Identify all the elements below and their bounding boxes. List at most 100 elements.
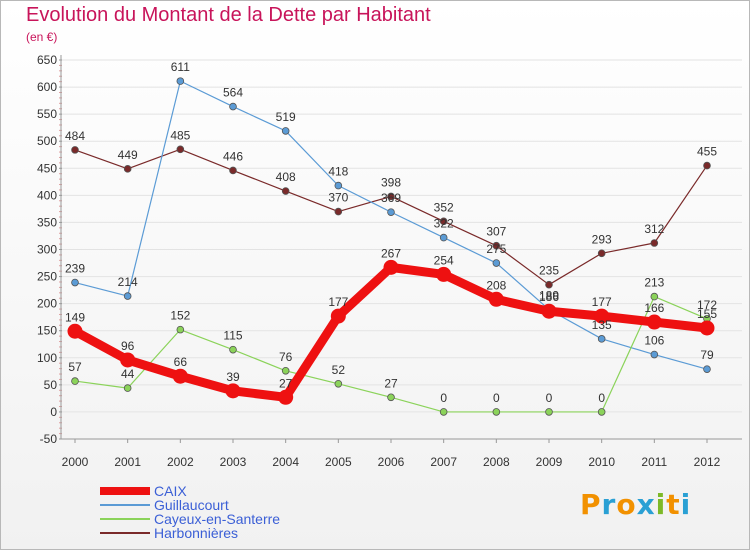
- data-label: 213: [644, 276, 664, 290]
- data-point: [229, 345, 237, 354]
- data-label: 0: [598, 391, 605, 405]
- brand-letter: i: [655, 488, 667, 521]
- brand-logo: Proxiti: [580, 488, 691, 521]
- data-label: 0: [546, 391, 553, 405]
- data-point: [172, 368, 188, 384]
- data-label: 96: [121, 339, 135, 353]
- data-point: [650, 239, 659, 247]
- x-tick-label: 2011: [641, 455, 667, 469]
- data-point: [123, 165, 132, 173]
- y-tick-label: 500: [37, 134, 57, 148]
- y-tick-label: -50: [40, 432, 58, 446]
- x-tick-label: 2007: [430, 455, 457, 469]
- data-point: [334, 207, 343, 216]
- x-tick-label: 2001: [114, 455, 141, 469]
- data-label: 275: [486, 242, 506, 256]
- data-point: [387, 192, 395, 201]
- data-point: [334, 379, 343, 388]
- data-label: 172: [697, 298, 717, 312]
- data-label: 370: [328, 191, 348, 205]
- data-label: 106: [644, 334, 664, 348]
- data-point: [650, 350, 659, 359]
- data-label: 66: [174, 355, 188, 369]
- brand-letter: o: [616, 488, 637, 521]
- y-tick-label: 0: [50, 405, 57, 419]
- data-label: 312: [644, 222, 664, 236]
- x-tick-label: 2002: [167, 455, 194, 469]
- data-label: 455: [697, 145, 717, 159]
- data-point: [488, 291, 504, 307]
- legend-label-harbonnieres: Harbonnières: [154, 525, 239, 541]
- data-label: 352: [434, 200, 454, 214]
- y-tick-label: 400: [37, 188, 57, 202]
- data-point: [334, 181, 343, 190]
- data-point: [545, 280, 553, 289]
- data-label: 0: [493, 391, 500, 405]
- data-point: [176, 77, 185, 85]
- data-labels: 484 449 485 446 408 370 398 352 307 235 293 312 455 2…: [65, 60, 717, 405]
- data-point: [597, 408, 606, 416]
- data-label: 418: [328, 165, 348, 179]
- data-point: [67, 323, 83, 339]
- x-tick-label: 2004: [272, 455, 299, 469]
- data-point: [281, 127, 290, 135]
- legend-swatch-caix: [100, 487, 150, 495]
- data-label: 254: [434, 253, 454, 267]
- data-label: 27: [279, 376, 293, 390]
- x-tick-labels: 2000 2001 2002 2003 2004 2005 2006 2007 2008 2009…: [62, 455, 721, 469]
- data-label: 0: [440, 391, 447, 405]
- x-tick-label: 2009: [536, 455, 563, 469]
- y-tick-label: 550: [37, 107, 57, 121]
- y-tick-label: 450: [37, 161, 57, 175]
- data-label: 398: [381, 175, 401, 189]
- data-point: [439, 217, 448, 226]
- legend-label-guillaucourt: Guillaucourt: [154, 497, 229, 513]
- data-point: [492, 259, 501, 267]
- chart-title: Evolution du Montant de la Dette par Hab…: [26, 4, 431, 26]
- y-tick-label: 200: [37, 297, 57, 311]
- data-point: [597, 335, 606, 343]
- data-point: [646, 314, 662, 330]
- data-label: 446: [223, 149, 243, 163]
- data-label: 564: [223, 86, 243, 100]
- data-label: 484: [65, 129, 85, 143]
- data-label: 135: [592, 318, 612, 332]
- data-point: [383, 259, 399, 275]
- data-label: 186: [539, 290, 559, 304]
- x-tick-label: 2005: [325, 455, 352, 469]
- data-point: [492, 408, 501, 416]
- y-tick-labels: -50 0 50 100 150 200 250 300 350 400 450 500 550 600 6…: [37, 53, 57, 446]
- data-label: 322: [434, 217, 454, 231]
- y-tick-label: 100: [37, 351, 57, 365]
- data-label: 166: [644, 301, 664, 315]
- data-label: 152: [170, 309, 190, 323]
- data-point: [703, 161, 711, 170]
- data-label: 79: [700, 348, 714, 362]
- data-point: [492, 241, 501, 250]
- brand-letter: t: [666, 488, 681, 521]
- data-point: [541, 303, 557, 319]
- y-tick-label: 300: [37, 243, 57, 257]
- data-point: [650, 292, 659, 301]
- data-label: 369: [381, 191, 401, 205]
- brand-letter: r: [601, 488, 617, 521]
- data-point: [71, 278, 79, 287]
- series-line-1: [74, 80, 708, 370]
- data-point: [120, 352, 136, 368]
- data-label: 208: [486, 278, 506, 292]
- legend-swatch-harbonnieres: [100, 532, 150, 534]
- data-label: 115: [223, 329, 242, 343]
- data-point: [229, 102, 237, 111]
- data-point: [703, 365, 711, 373]
- data-label: 307: [486, 225, 506, 239]
- y-tick-label: 350: [37, 215, 57, 229]
- data-label: 57: [68, 360, 82, 374]
- data-point: [123, 292, 132, 300]
- data-point: [436, 266, 452, 282]
- data-point: [278, 389, 294, 405]
- data-point: [71, 146, 79, 154]
- legend-swatch-guillaucourt: [100, 504, 150, 506]
- axes: [59, 55, 742, 443]
- legend-label-cayeux: Cayeux-en-Santerre: [154, 511, 281, 527]
- data-label: 52: [332, 363, 346, 377]
